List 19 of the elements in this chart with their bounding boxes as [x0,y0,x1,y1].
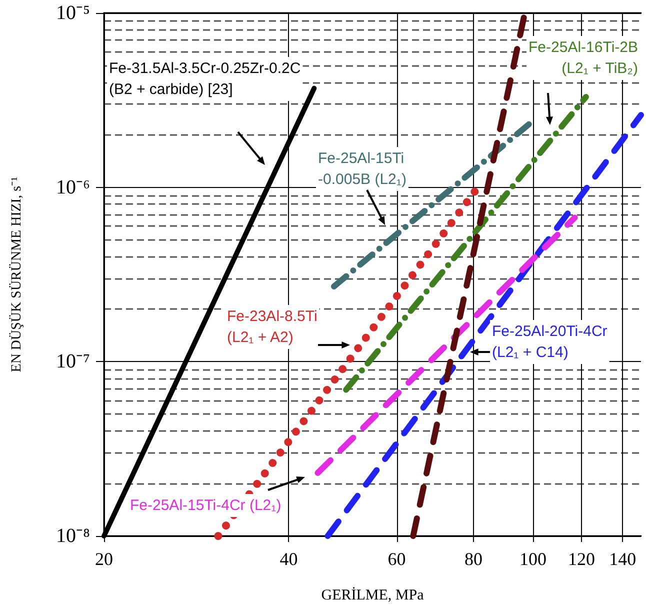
y-tick-label: 10⁻⁶ [56,176,90,198]
annotation: Fe-25Al-16Ti-2B (L2₁ + TiB₂) [528,39,638,77]
x-tick-label: 140 [609,549,636,569]
x-tick-label: 20 [95,549,113,569]
x-tick-label: 40 [280,549,298,569]
y-tick-label: 10⁻⁷ [56,350,90,373]
annotation: Fe-25Al-15Ti-4Cr (L2₁) [130,497,282,514]
y-tick-label: 10⁻⁵ [56,2,90,24]
y-axis-title: EN DÜŞÜK SÜRÜNME HIZI, s⁻¹ [8,176,24,372]
annotation: Fe-23Al-8.5Ti (L2₁ + A2) [227,308,318,346]
x-tick-label: 100 [519,549,546,569]
annotation: Fe-25Al-20Ti-4Cr (L2₁ + C14) [492,323,608,361]
x-tick-label: 60 [388,549,406,569]
y-tick-label: 10⁻⁸ [56,525,90,547]
annotation: Fe-31.5Al-3.5Cr-0.25Zr-0.2C (B2 + carbide) [23] [109,60,301,98]
annotation: Fe-25Al-15Ti -0.005B (L2₁) [318,150,406,188]
x-axis-title: GERİLME, MPa [321,586,424,604]
x-tick-label: 120 [568,549,596,569]
x-tick-label: 80 [464,549,482,569]
